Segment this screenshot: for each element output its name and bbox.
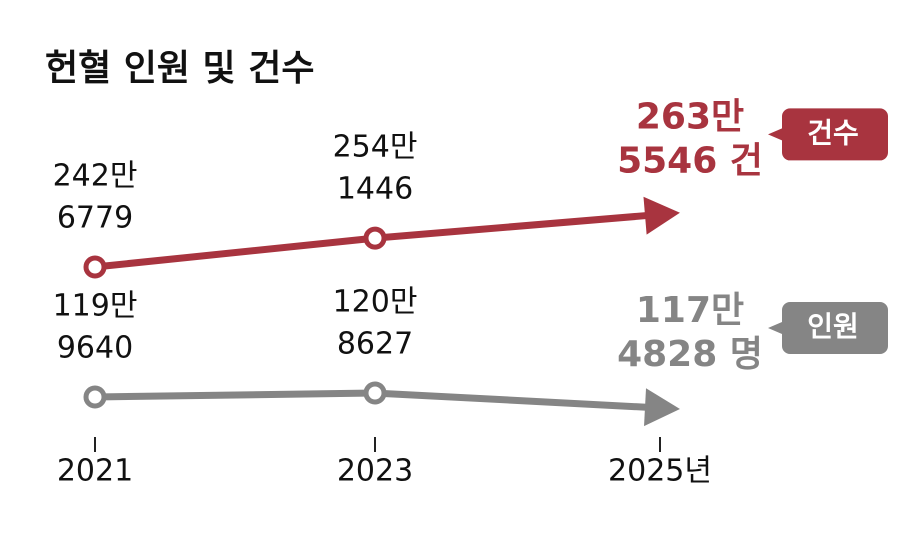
- arrowhead: [644, 388, 680, 427]
- value-label: 120만: [333, 285, 418, 320]
- value-label: 254만: [333, 130, 418, 165]
- legend-badge: [768, 301, 888, 354]
- chart-title: 헌혈 인원 및 건수: [45, 48, 314, 89]
- legend-label: 건수: [807, 116, 859, 149]
- arrowhead: [643, 196, 680, 235]
- value-label: 119만: [53, 288, 138, 323]
- x-tick-label: 2023: [337, 454, 413, 489]
- x-tick-label: 2021: [57, 454, 133, 489]
- value-label: 6779: [57, 200, 133, 235]
- point: [363, 226, 387, 250]
- legend-label: 인원: [807, 310, 859, 343]
- value-label: 117만: [636, 290, 744, 331]
- value-label: 5546 건: [617, 140, 763, 181]
- value-label: 242만: [53, 158, 138, 193]
- value-label: 9640: [57, 330, 133, 365]
- point: [83, 385, 107, 409]
- point: [363, 381, 387, 405]
- legend-badge: [768, 108, 888, 161]
- value-label: 4828 명: [617, 334, 763, 375]
- point: [83, 255, 107, 279]
- value-label: 1446: [337, 172, 413, 207]
- value-label: 263만: [636, 96, 744, 137]
- value-label: 8627: [337, 327, 413, 362]
- x-tick-label: 2025년: [608, 454, 712, 489]
